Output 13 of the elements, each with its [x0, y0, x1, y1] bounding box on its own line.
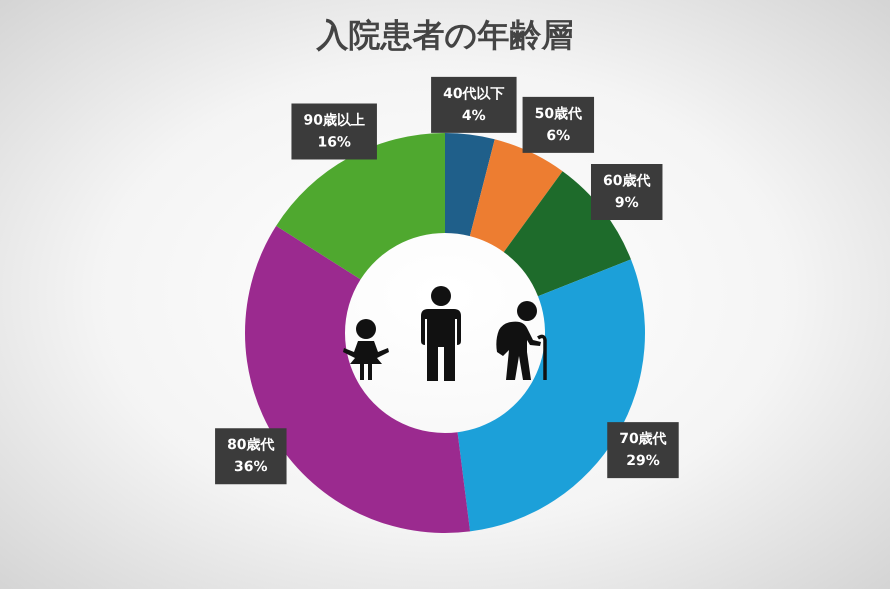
slice-label: 60歳代 — [602, 173, 650, 190]
chart-title: 入院患者の年齢層 — [316, 16, 574, 54]
slice-label: 40代以下 — [443, 86, 505, 102]
slice-label: 90歳以上 — [303, 112, 365, 128]
slice-label: 50歳代 — [534, 106, 582, 122]
slice-label: 70歳代 — [619, 431, 667, 448]
data-label: 4% — [462, 108, 486, 124]
data-label: 16% — [317, 134, 351, 150]
data-label: 9% — [614, 195, 639, 212]
data-label: 6% — [546, 128, 570, 144]
slice-label: 80歳代 — [227, 437, 275, 454]
data-label: 36% — [234, 459, 268, 476]
data-label: 29% — [626, 453, 660, 470]
